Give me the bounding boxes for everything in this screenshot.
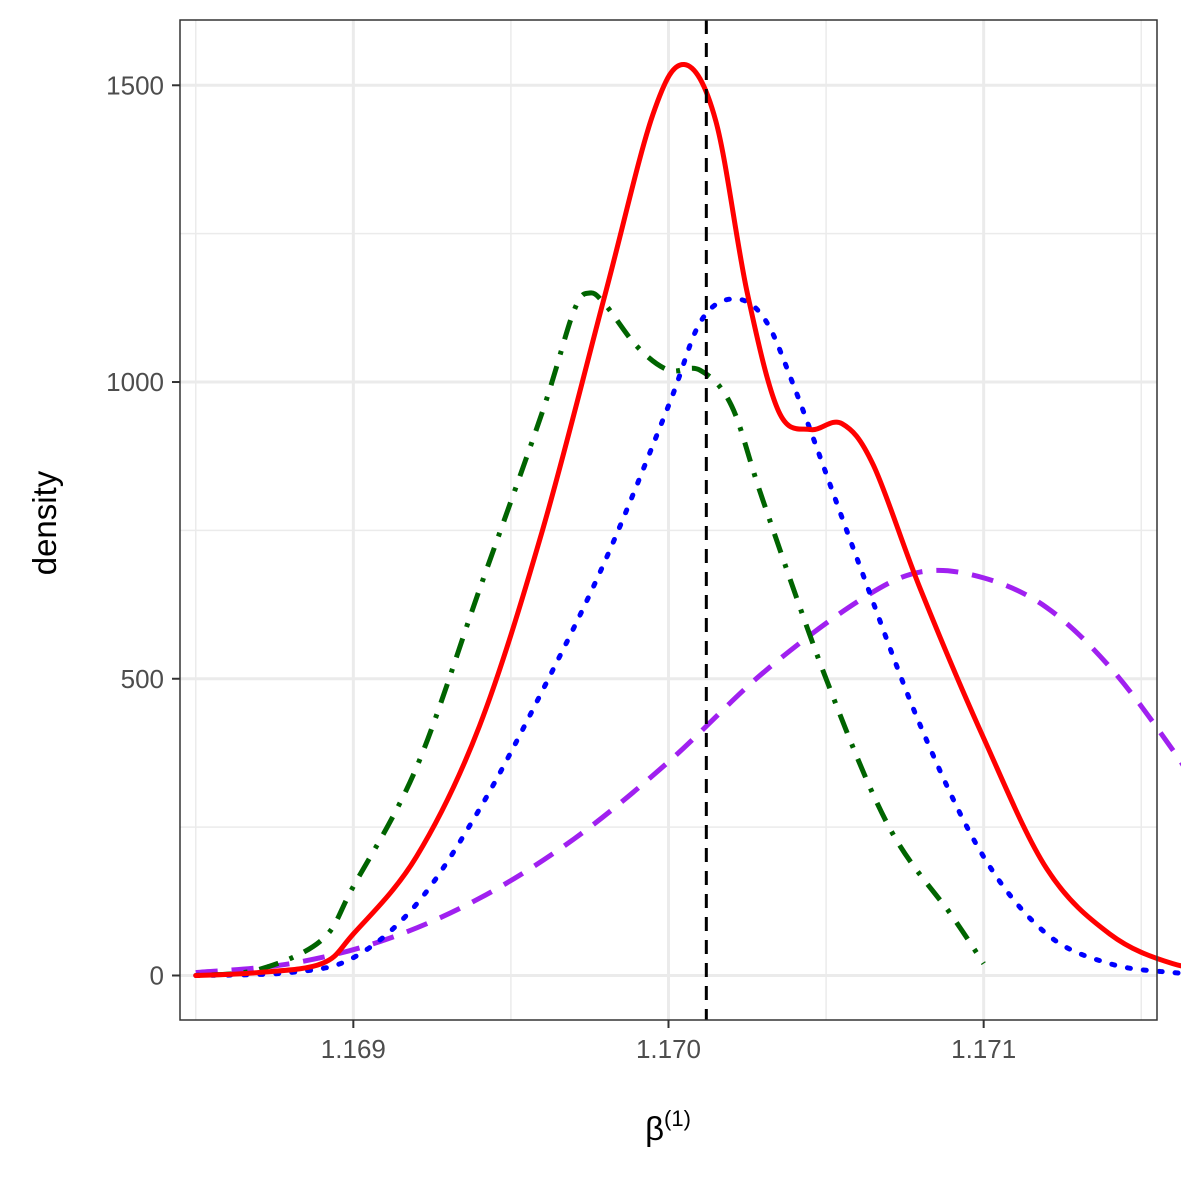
x-axis: 1.169 1.170 1.171: [321, 1020, 1016, 1064]
y-tick-label: 1000: [106, 367, 164, 397]
y-axis-title: density: [26, 470, 63, 575]
x-tick-label: 1.170: [636, 1034, 701, 1064]
x-tick-label: 1.171: [951, 1034, 1016, 1064]
series-line-solid-red: [193, 62, 1181, 978]
series-line-dotdash-green: [195, 290, 986, 978]
x-axis-title: β(1): [645, 1106, 691, 1147]
y-tick-label: 0: [150, 960, 164, 990]
series-layer: [193, 62, 1181, 978]
y-tick-label: 500: [121, 664, 164, 694]
x-tick-label: 1.169: [321, 1034, 386, 1064]
series-line-dotted-blue: [193, 296, 1181, 978]
y-axis: 0 500 1000 1500: [106, 70, 180, 990]
y-tick-label: 1500: [106, 70, 164, 100]
